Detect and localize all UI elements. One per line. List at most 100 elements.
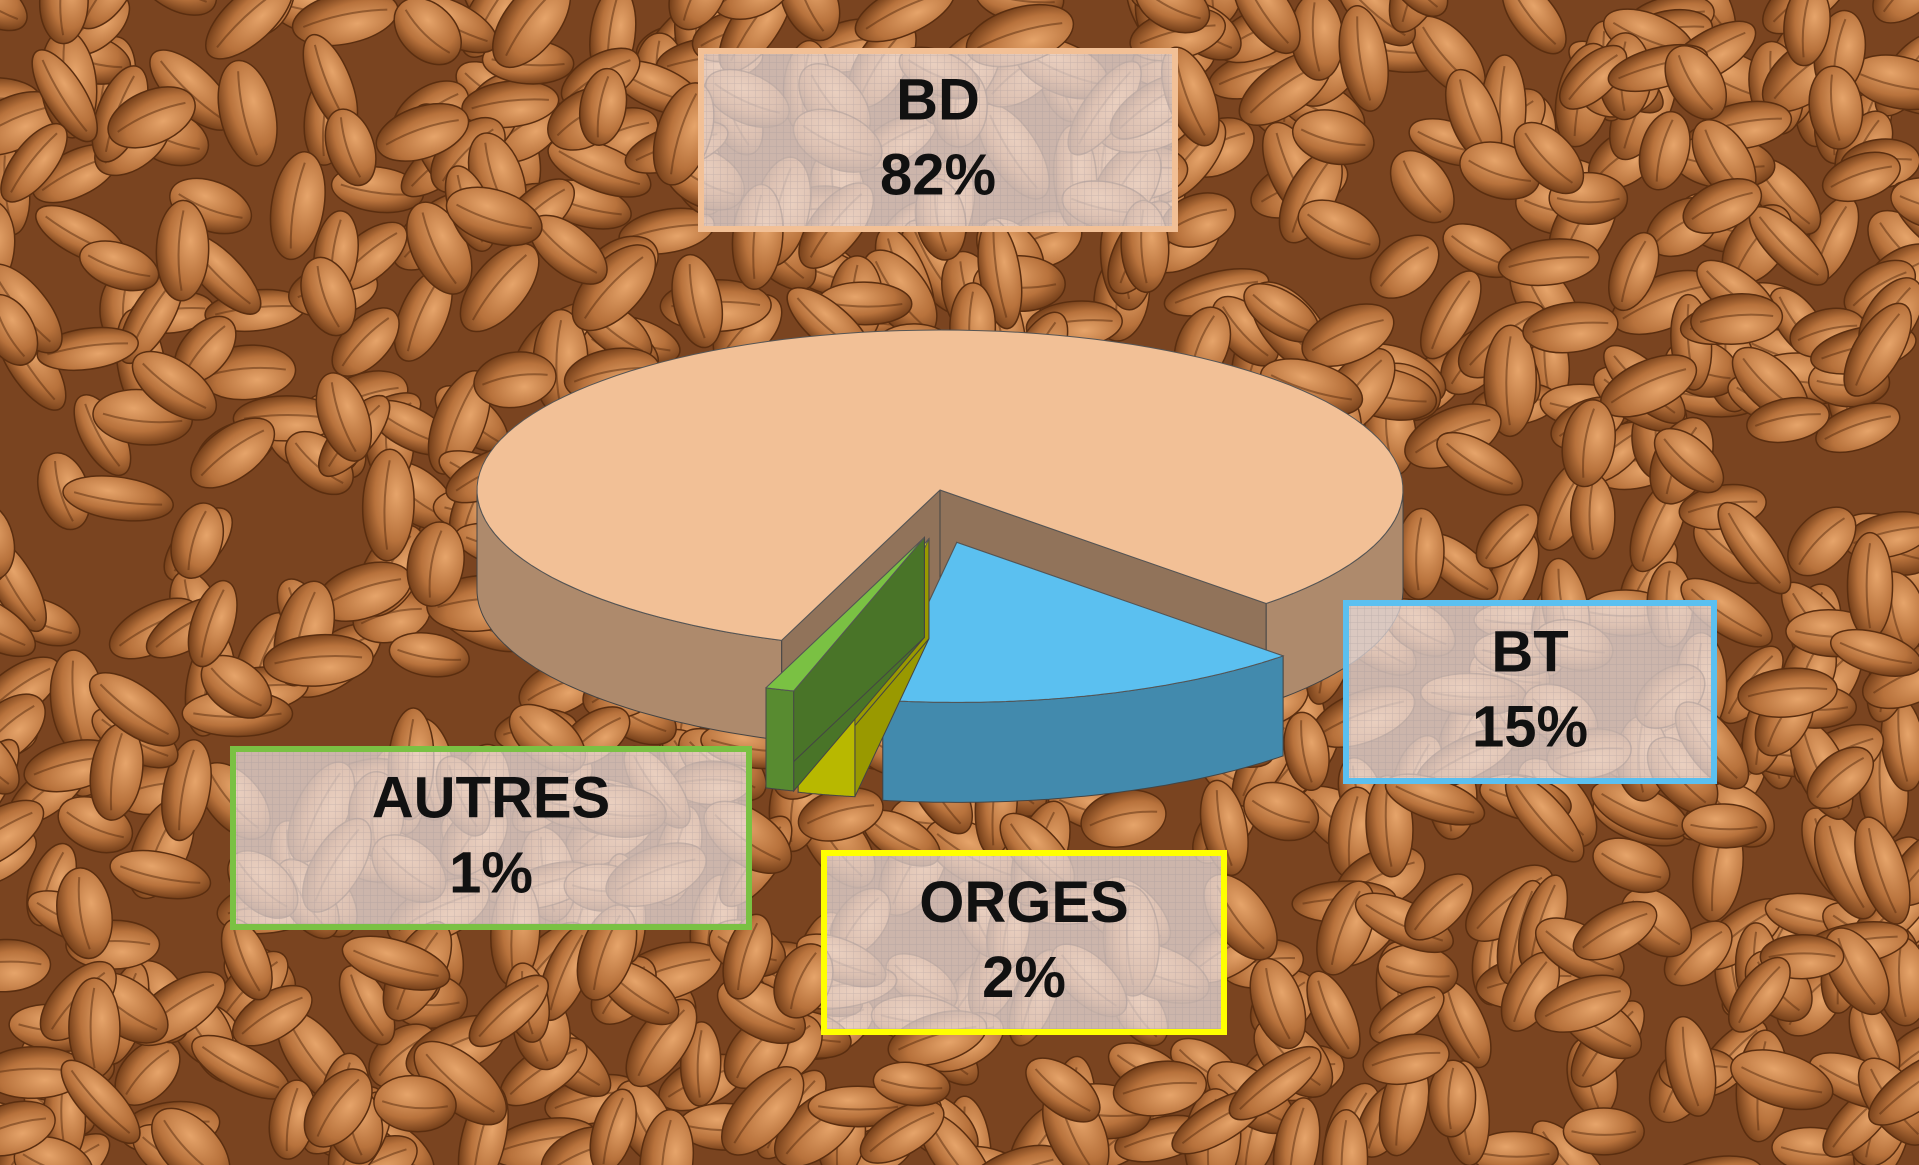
grain <box>1783 0 1831 67</box>
grain <box>79 240 160 292</box>
grain-crease <box>1738 966 1781 1024</box>
grain-crease <box>1571 1130 1637 1136</box>
grain-crease <box>1878 1060 1919 1115</box>
grain-crease <box>216 0 283 48</box>
grain-crease <box>1801 0 1812 58</box>
grain-crease <box>1484 513 1530 560</box>
grain-crease <box>1699 313 1774 323</box>
grain <box>1664 45 1728 120</box>
grain-crease <box>177 210 185 291</box>
grain-crease <box>1306 213 1371 246</box>
slice <box>765 536 925 793</box>
grain-body <box>1690 293 1784 345</box>
grain-crease <box>0 303 26 358</box>
grain-crease <box>1174 280 1259 304</box>
grain-crease <box>733 1077 792 1144</box>
grain-crease <box>1830 165 1892 188</box>
grain <box>324 108 377 187</box>
grain-body <box>1297 199 1381 260</box>
grain <box>1746 396 1830 444</box>
grain-crease <box>87 254 151 278</box>
grain <box>1025 1057 1101 1123</box>
grain <box>468 974 549 1048</box>
grain <box>1638 110 1691 191</box>
grain-body <box>1243 781 1320 842</box>
grain <box>1497 238 1601 287</box>
grain-body <box>0 500 16 582</box>
grain-crease <box>1300 720 1313 783</box>
grain-crease <box>201 1045 280 1089</box>
grain-crease <box>193 712 282 718</box>
grain-crease <box>1530 884 1556 961</box>
grain-crease <box>1690 588 1763 637</box>
grain-crease <box>1691 191 1753 220</box>
grain-crease <box>404 9 451 54</box>
grain <box>1436 431 1524 496</box>
grain <box>1717 501 1792 595</box>
grain-crease <box>1371 1051 1441 1067</box>
grain-crease <box>1899 195 1919 213</box>
grain-crease <box>1300 128 1366 146</box>
grain-crease <box>341 317 390 367</box>
grain-crease <box>1243 0 1290 44</box>
grain-crease <box>1582 912 1648 949</box>
grain-crease <box>538 225 598 274</box>
grain-crease <box>1251 799 1310 824</box>
grain-body <box>1872 0 1919 24</box>
grain-body <box>1664 45 1728 120</box>
grain-body <box>1830 628 1919 677</box>
grain <box>361 448 415 562</box>
grain-body <box>0 1100 56 1157</box>
grain-crease <box>289 162 306 249</box>
grain-crease <box>688 264 706 339</box>
label-category: AUTRES <box>372 766 610 831</box>
grain-crease <box>200 429 265 477</box>
grain-crease <box>10 132 58 193</box>
grain <box>155 199 210 302</box>
grain-crease <box>117 101 186 133</box>
grain <box>578 67 628 146</box>
grain-crease <box>59 0 66 36</box>
grain-crease <box>210 667 262 707</box>
grain-crease <box>1878 748 1888 830</box>
grain <box>1872 0 1919 24</box>
grain <box>1592 837 1671 894</box>
grain-body <box>1112 1060 1208 1117</box>
grain <box>1291 109 1375 166</box>
grain <box>1306 970 1361 1059</box>
grain-body <box>1746 396 1830 444</box>
grain-crease <box>1681 0 1726 30</box>
grain-crease <box>1556 197 1620 204</box>
grain-crease <box>99 683 170 736</box>
grain-body <box>1232 0 1301 55</box>
grain-crease <box>1311 319 1384 352</box>
grain-crease <box>660 1119 672 1165</box>
grain-body <box>1272 1097 1321 1165</box>
grain-crease <box>880 1078 943 1090</box>
grain <box>1369 985 1445 1045</box>
grain-crease <box>1824 415 1892 441</box>
grain-crease <box>0 667 51 714</box>
grain <box>1561 399 1616 488</box>
grain <box>388 632 470 678</box>
grain <box>859 1100 945 1164</box>
grain-body <box>393 0 462 66</box>
grain-crease <box>1601 852 1662 879</box>
grain <box>1080 789 1167 848</box>
grain-crease <box>628 223 705 239</box>
grain-crease <box>1867 828 1897 914</box>
grain-crease <box>596 76 610 138</box>
grain-crease <box>0 546 37 622</box>
grain-crease <box>385 119 459 146</box>
grain-crease <box>1855 313 1901 386</box>
grain-body <box>1730 1049 1834 1111</box>
slice-top <box>882 541 1285 703</box>
grain-body <box>204 0 294 60</box>
grain-crease <box>869 1111 935 1153</box>
grain-body <box>468 974 549 1048</box>
grain-body <box>1404 873 1474 941</box>
grain-body <box>0 723 20 795</box>
grain-crease <box>865 0 945 30</box>
label-box <box>1343 600 1717 784</box>
grain-crease <box>178 749 195 831</box>
